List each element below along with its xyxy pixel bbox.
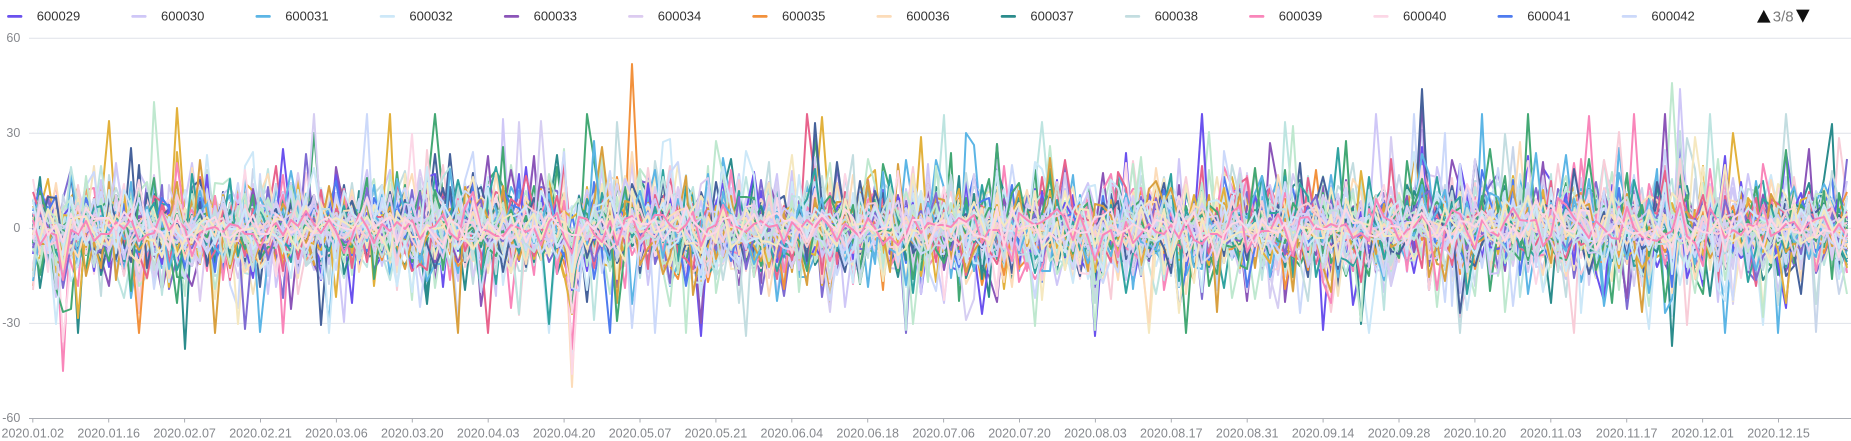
svg-text:600029: 600029 [37,9,80,24]
svg-text:-60: -60 [2,411,20,425]
svg-text:2020.10.20: 2020.10.20 [1444,427,1507,441]
svg-text:2020.05.07: 2020.05.07 [609,427,672,441]
svg-text:2020.04.20: 2020.04.20 [533,427,596,441]
svg-text:2020.07.06: 2020.07.06 [912,427,975,441]
svg-text:600041: 600041 [1527,9,1570,24]
svg-text:600033: 600033 [534,9,577,24]
svg-text:2020.01.02: 2020.01.02 [2,427,65,441]
svg-text:2020.07.20: 2020.07.20 [988,427,1051,441]
svg-text:600036: 600036 [906,9,949,24]
svg-text:2020.08.03: 2020.08.03 [1064,427,1127,441]
svg-text:600032: 600032 [409,9,452,24]
svg-text:2020.12.15: 2020.12.15 [1747,427,1810,441]
svg-text:2020.08.31: 2020.08.31 [1216,427,1279,441]
svg-text:2020.12.01: 2020.12.01 [1671,427,1734,441]
svg-text:600039: 600039 [1279,9,1322,24]
svg-text:0: 0 [13,221,20,235]
svg-text:2020.03.06: 2020.03.06 [305,427,368,441]
svg-text:2020.06.04: 2020.06.04 [761,427,824,441]
svg-text:600034: 600034 [658,9,701,24]
svg-text:60: 60 [6,31,20,45]
svg-text:2020.09.28: 2020.09.28 [1368,427,1431,441]
svg-text:3/8: 3/8 [1773,8,1794,25]
svg-text:2020.08.17: 2020.08.17 [1140,427,1203,441]
svg-text:2020.09.14: 2020.09.14 [1292,427,1355,441]
svg-text:2020.02.07: 2020.02.07 [153,427,216,441]
svg-text:600042: 600042 [1651,9,1694,24]
svg-text:2020.11.03: 2020.11.03 [1520,427,1582,441]
svg-text:600031: 600031 [285,9,328,24]
svg-text:2020.11.17: 2020.11.17 [1596,427,1658,441]
svg-text:2020.01.16: 2020.01.16 [77,427,140,441]
svg-text:600035: 600035 [782,9,825,24]
svg-text:600037: 600037 [1030,9,1073,24]
svg-text:2020.04.03: 2020.04.03 [457,427,520,441]
svg-text:2020.06.18: 2020.06.18 [836,427,899,441]
svg-text:600040: 600040 [1403,9,1446,24]
svg-text:600030: 600030 [161,9,204,24]
svg-text:2020.02.21: 2020.02.21 [229,427,292,441]
svg-text:-30: -30 [2,316,20,330]
svg-text:30: 30 [6,126,20,140]
svg-text:600038: 600038 [1155,9,1198,24]
svg-text:2020.05.21: 2020.05.21 [685,427,748,441]
svg-text:2020.03.20: 2020.03.20 [381,427,444,441]
